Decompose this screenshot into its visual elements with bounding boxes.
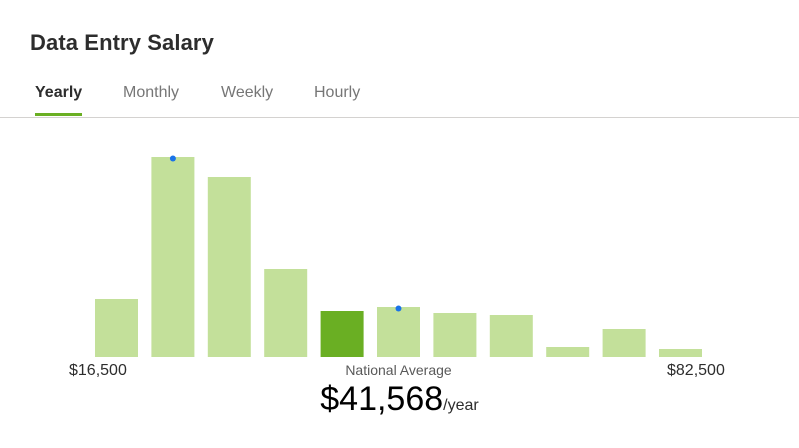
salary-histogram — [95, 155, 702, 357]
national-average-amount: $41,568 — [320, 380, 444, 418]
histogram-bar — [602, 329, 646, 357]
page-title: Data Entry Salary — [30, 30, 214, 55]
x-axis-max-label: $82,500 — [667, 362, 725, 379]
histogram-bar — [489, 315, 533, 357]
histogram-bar — [546, 347, 590, 357]
national-average-value: $41,568/year — [0, 380, 799, 419]
pay-period-tabs: Yearly Monthly Weekly Hourly — [0, 80, 799, 118]
histogram-bar — [433, 313, 477, 357]
tab-monthly[interactable]: Monthly — [123, 84, 180, 101]
histogram-bar — [377, 307, 420, 357]
histogram-bar — [264, 269, 308, 357]
histogram-bar — [659, 349, 702, 357]
histogram-bar — [151, 157, 195, 357]
tab-weekly[interactable]: Weekly — [221, 84, 274, 101]
national-average-label: National Average — [345, 362, 452, 378]
histogram-bar — [95, 299, 138, 357]
x-axis-min-label: $16,500 — [69, 362, 127, 379]
histogram-bar-highlighted — [320, 311, 364, 357]
tab-hourly[interactable]: Hourly — [314, 84, 361, 101]
national-average-unit: /year — [443, 397, 479, 414]
tab-yearly[interactable]: Yearly — [35, 84, 83, 116]
histogram-marker-dot — [169, 155, 176, 162]
histogram-marker-dot — [395, 305, 402, 312]
histogram-bar — [207, 177, 251, 357]
